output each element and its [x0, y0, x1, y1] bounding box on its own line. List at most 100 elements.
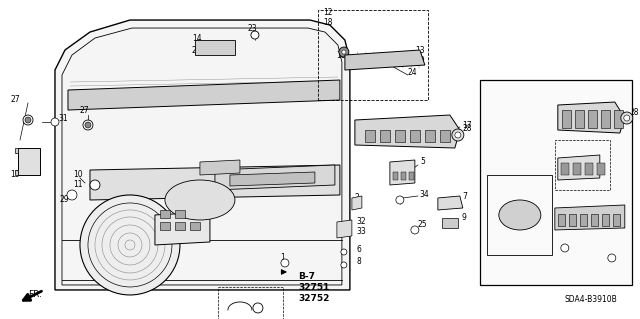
Polygon shape — [175, 210, 185, 218]
Polygon shape — [15, 148, 18, 153]
Polygon shape — [355, 115, 460, 148]
Text: 34: 34 — [420, 190, 429, 199]
Polygon shape — [401, 172, 406, 180]
Circle shape — [25, 117, 31, 123]
Circle shape — [67, 190, 77, 200]
Text: 5: 5 — [420, 158, 425, 167]
Polygon shape — [380, 130, 390, 142]
Text: 33: 33 — [357, 227, 367, 236]
Circle shape — [23, 115, 33, 125]
Polygon shape — [160, 210, 170, 218]
Polygon shape — [558, 102, 625, 133]
Circle shape — [90, 180, 100, 190]
Ellipse shape — [499, 200, 541, 230]
Polygon shape — [573, 163, 581, 175]
Polygon shape — [438, 196, 463, 210]
Polygon shape — [580, 214, 587, 226]
Text: 4: 4 — [628, 205, 633, 214]
Polygon shape — [352, 196, 362, 210]
Polygon shape — [442, 218, 458, 228]
Text: 18: 18 — [323, 18, 332, 26]
Bar — [555, 140, 610, 190]
Circle shape — [253, 303, 263, 313]
Circle shape — [281, 259, 289, 267]
Circle shape — [341, 249, 347, 255]
Polygon shape — [230, 172, 315, 186]
Polygon shape — [555, 205, 625, 230]
Text: 21: 21 — [608, 185, 618, 195]
Polygon shape — [575, 110, 584, 128]
Circle shape — [452, 129, 464, 141]
Circle shape — [85, 122, 91, 128]
Text: 12: 12 — [323, 8, 332, 17]
Polygon shape — [190, 222, 200, 230]
Polygon shape — [410, 130, 420, 142]
Polygon shape — [68, 80, 340, 110]
Bar — [318, 10, 428, 100]
Text: 14: 14 — [192, 33, 202, 42]
Polygon shape — [393, 172, 398, 180]
Text: 30: 30 — [557, 241, 566, 249]
Polygon shape — [562, 110, 571, 128]
Text: 11: 11 — [73, 181, 83, 189]
Polygon shape — [440, 130, 450, 142]
Polygon shape — [614, 110, 623, 128]
Text: 30: 30 — [615, 248, 625, 256]
Text: 29: 29 — [60, 196, 70, 204]
Polygon shape — [365, 130, 375, 142]
Text: 32751: 32751 — [298, 284, 330, 293]
Circle shape — [608, 254, 616, 262]
Polygon shape — [175, 222, 185, 230]
Polygon shape — [558, 155, 600, 180]
Text: 31: 31 — [58, 114, 68, 122]
Circle shape — [624, 115, 630, 121]
Circle shape — [80, 195, 180, 295]
Polygon shape — [55, 20, 350, 290]
Polygon shape — [585, 163, 593, 175]
Text: 32: 32 — [357, 218, 367, 226]
Text: FR.: FR. — [28, 291, 42, 300]
Text: 32752: 32752 — [298, 294, 330, 303]
Text: B-7: B-7 — [298, 272, 315, 281]
Polygon shape — [591, 214, 598, 226]
Polygon shape — [409, 172, 414, 180]
Text: 17: 17 — [462, 121, 472, 130]
Text: 2: 2 — [355, 194, 360, 203]
Text: SDA4-B3910B: SDA4-B3910B — [565, 295, 618, 304]
Polygon shape — [613, 214, 620, 226]
Polygon shape — [390, 160, 415, 185]
Polygon shape — [90, 165, 340, 200]
Text: 7: 7 — [462, 192, 467, 202]
Circle shape — [341, 262, 347, 268]
Text: 13: 13 — [415, 46, 424, 55]
Circle shape — [621, 112, 633, 124]
Polygon shape — [602, 214, 609, 226]
Polygon shape — [395, 130, 405, 142]
Polygon shape — [18, 148, 40, 175]
Circle shape — [339, 47, 349, 57]
Text: 16: 16 — [336, 50, 346, 60]
Bar — [487, 175, 552, 255]
Polygon shape — [15, 170, 18, 175]
Text: 1: 1 — [280, 254, 285, 263]
Text: 9: 9 — [462, 213, 467, 222]
Text: 27: 27 — [80, 106, 90, 115]
Polygon shape — [601, 110, 610, 128]
Circle shape — [83, 120, 93, 130]
Polygon shape — [425, 130, 435, 142]
Polygon shape — [588, 110, 597, 128]
Text: 8: 8 — [357, 257, 362, 266]
Polygon shape — [215, 165, 335, 190]
Text: 23: 23 — [248, 24, 257, 33]
Polygon shape — [597, 163, 605, 175]
Text: 10: 10 — [73, 170, 83, 180]
Polygon shape — [345, 50, 425, 70]
Text: 15: 15 — [10, 170, 20, 180]
Text: 19: 19 — [415, 56, 424, 64]
Polygon shape — [195, 40, 235, 55]
Polygon shape — [155, 212, 210, 245]
Polygon shape — [561, 163, 569, 175]
Polygon shape — [200, 160, 240, 175]
Text: 3: 3 — [603, 168, 608, 177]
Text: 28: 28 — [630, 108, 639, 116]
